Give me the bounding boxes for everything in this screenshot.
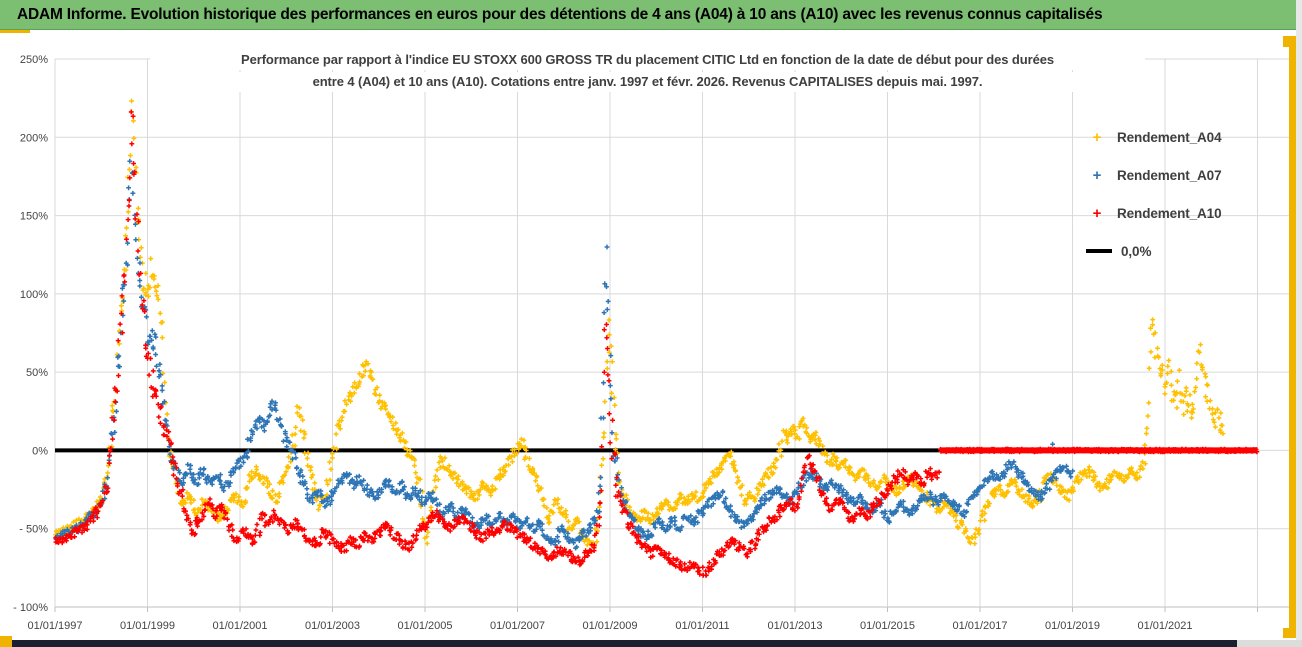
legend-item-rendement-a10: + Rendement_A10: [1086, 194, 1271, 232]
svg-text:01/01/2011: 01/01/2011: [675, 620, 729, 632]
svg-text:250%: 250%: [20, 54, 48, 66]
svg-text:01/01/2005: 01/01/2005: [397, 620, 452, 632]
series-Rendement_A10: [53, 109, 942, 578]
legend-line-marker: [1086, 249, 1112, 253]
chart-title-line2: entre 4 (A04) et 10 ans (A10). Cotations…: [150, 72, 1145, 92]
legend-item-0-0-: 0,0%: [1086, 232, 1271, 270]
legend-label: Rendement_A10: [1117, 205, 1222, 221]
svg-text:01/01/2021: 01/01/2021: [1137, 620, 1192, 632]
legend-plus-marker: +: [1092, 166, 1102, 184]
y-axis-labels: 250% 200% 150% 100% 50% 0% - 50% - 100%: [13, 54, 48, 614]
chart-title-line1: Performance par rapport à l'indice EU ST…: [150, 50, 1145, 70]
svg-text:01/01/1999: 01/01/1999: [120, 620, 175, 632]
chart-legend: + Rendement_A04 + Rendement_A07 + Rendement_A…: [1086, 118, 1271, 270]
svg-text:50%: 50%: [26, 367, 48, 379]
bottom-row-light-bar: [1237, 640, 1302, 647]
svg-text:01/01/2019: 01/01/2019: [1045, 620, 1100, 632]
legend-plus-marker: +: [1092, 128, 1102, 146]
svg-text:150%: 150%: [20, 211, 48, 223]
legend-label: Rendement_A07: [1117, 167, 1222, 183]
svg-text:01/01/2001: 01/01/2001: [212, 620, 267, 632]
gold-border-bottom-left: [0, 636, 12, 647]
svg-text:01/01/2015: 01/01/2015: [860, 620, 915, 632]
svg-text:100%: 100%: [20, 289, 48, 301]
bottom-row-dark-bar: [12, 640, 1237, 647]
svg-text:01/01/2003: 01/01/2003: [305, 620, 360, 632]
a10-zero-fill-marks: [938, 446, 1260, 455]
svg-text:- 100%: - 100%: [13, 602, 48, 614]
legend-item-rendement-a07: + Rendement_A07: [1086, 156, 1271, 194]
legend-label: 0,0%: [1121, 243, 1152, 259]
gold-border-right: [1289, 45, 1296, 638]
svg-text:200%: 200%: [20, 132, 48, 144]
legend-plus-marker: +: [1092, 204, 1102, 222]
legend-label: Rendement_A04: [1117, 129, 1222, 145]
gold-border-top-left: [0, 29, 30, 33]
gold-border-top-right: [1283, 36, 1296, 47]
svg-text:01/01/2013: 01/01/2013: [767, 620, 822, 632]
svg-text:01/01/2017: 01/01/2017: [952, 620, 1007, 632]
legend-item-rendement-a04: + Rendement_A04: [1086, 118, 1271, 156]
x-axis-labels: 01/01/1997 01/01/1999 01/01/2001 01/01/2003…: [27, 620, 1192, 632]
sheet-edge-strip: [1296, 0, 1302, 640]
svg-text:- 50%: - 50%: [19, 524, 48, 536]
svg-text:0%: 0%: [32, 445, 48, 457]
page-title: ADAM Informe. Evolution historique des p…: [17, 5, 1103, 23]
svg-text:01/01/2007: 01/01/2007: [490, 620, 545, 632]
svg-text:01/01/1997: 01/01/1997: [27, 620, 82, 632]
header-title-bar: ADAM Informe. Evolution historique des p…: [0, 0, 1296, 30]
svg-text:01/01/2009: 01/01/2009: [582, 620, 637, 632]
gold-border-bottom-right: [1283, 628, 1296, 638]
